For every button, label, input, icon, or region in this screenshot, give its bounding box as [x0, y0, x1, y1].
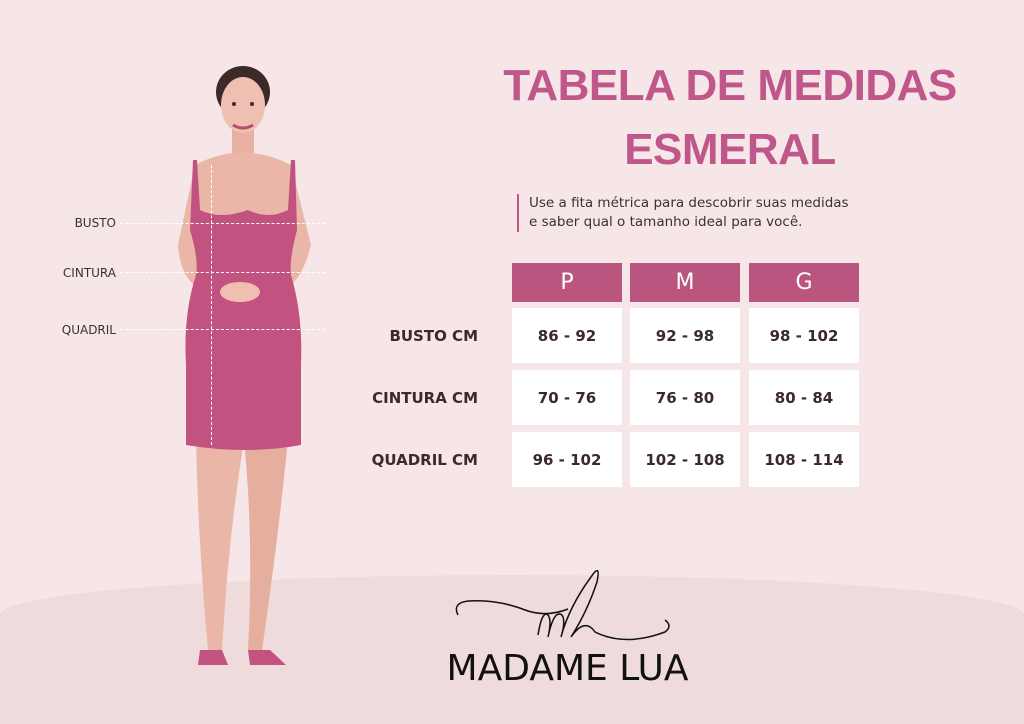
page-title-line1: TABELA DE MEDIDAS — [503, 61, 957, 110]
body-label-cintura: CINTURA — [62, 266, 116, 280]
logo-name: MADAME LUA — [446, 648, 689, 689]
header-p: P — [512, 263, 622, 302]
subtitle: Use a fita métrica para descobrir suas m… — [517, 194, 849, 232]
body-label-quadril: QUADRIL — [61, 323, 116, 337]
woman-illustration — [178, 66, 311, 665]
table-cell: 86 - 92 — [512, 308, 622, 363]
row-label-cintura: CINTURA CM — [372, 388, 478, 407]
header-m: M — [630, 263, 740, 302]
table-cell: 92 - 98 — [630, 308, 740, 363]
subtitle-line1: Use a fita métrica para descobrir suas m… — [529, 195, 849, 211]
table-cell: 70 - 76 — [512, 370, 622, 425]
row-label-busto: BUSTO CM — [389, 326, 478, 345]
table-cell: 76 - 80 — [630, 370, 740, 425]
header-g: G — [749, 263, 859, 302]
page-title-line2: ESMERAL — [624, 125, 836, 174]
vertical-measure-line — [211, 165, 212, 445]
cintura-measure-line — [120, 272, 325, 273]
background-curve — [0, 575, 1024, 724]
body-label-busto: BUSTO — [74, 216, 116, 230]
table-cell: 96 - 102 — [512, 432, 622, 487]
table-cell: 80 - 84 — [749, 370, 859, 425]
busto-measure-line — [120, 223, 325, 224]
logo-monogram — [455, 569, 670, 641]
table-cell: 108 - 114 — [749, 432, 859, 487]
table-cell: 102 - 108 — [630, 432, 740, 487]
subtitle-line2: e saber qual o tamanho ideal para você. — [529, 214, 803, 230]
row-label-quadril: QUADRIL CM — [371, 450, 478, 469]
table-cell: 98 - 102 — [749, 308, 859, 363]
quadril-measure-line — [120, 329, 325, 330]
